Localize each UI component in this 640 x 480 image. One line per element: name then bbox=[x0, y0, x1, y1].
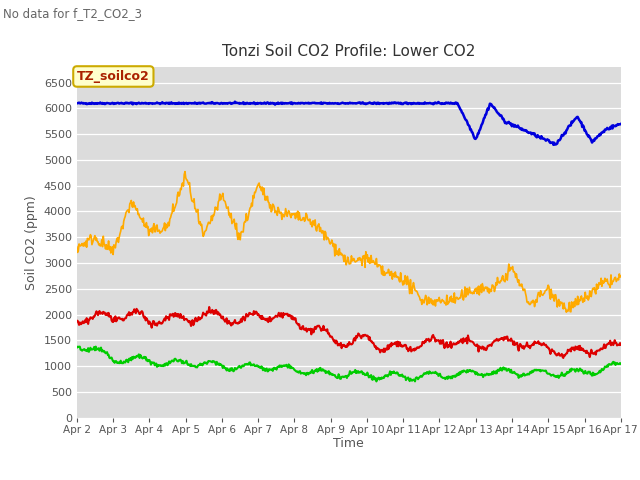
Text: TZ_soilco2: TZ_soilco2 bbox=[77, 70, 150, 83]
Title: Tonzi Soil CO2 Profile: Lower CO2: Tonzi Soil CO2 Profile: Lower CO2 bbox=[222, 44, 476, 59]
Y-axis label: Soil CO2 (ppm): Soil CO2 (ppm) bbox=[25, 195, 38, 290]
Legend: Open -8cm, Tree -8cm, Open -16cm, Tree -16cm: Open -8cm, Tree -8cm, Open -16cm, Tree -… bbox=[126, 476, 572, 480]
Text: No data for f_T2_CO2_3: No data for f_T2_CO2_3 bbox=[3, 7, 142, 20]
X-axis label: Time: Time bbox=[333, 437, 364, 450]
